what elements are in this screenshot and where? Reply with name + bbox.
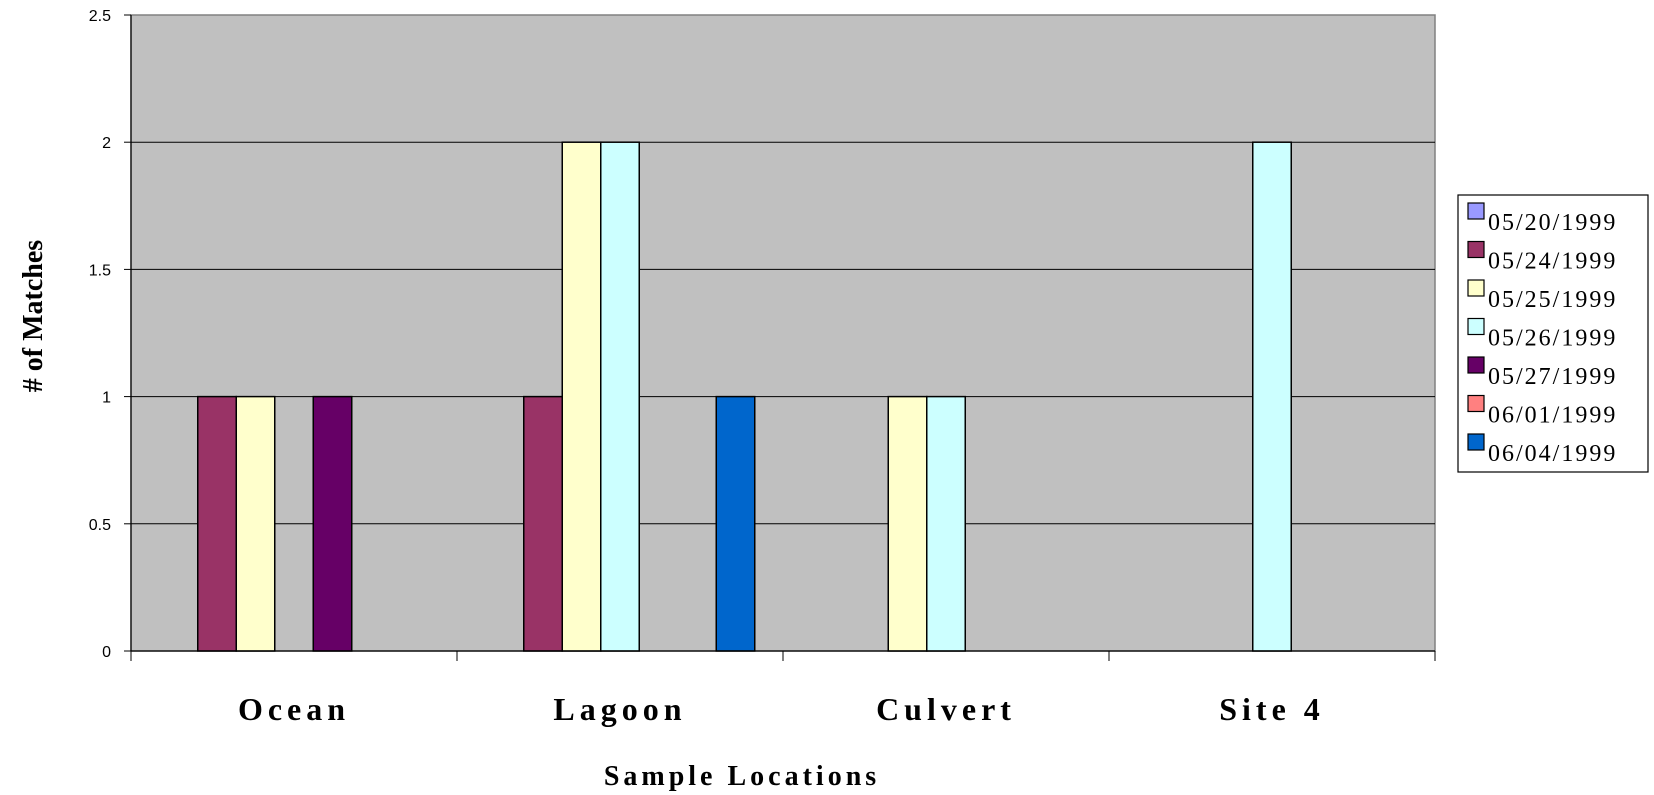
y-tick-label: 1.5 xyxy=(89,262,111,279)
bar xyxy=(561,141,602,652)
bar xyxy=(312,395,353,652)
legend-swatch xyxy=(1467,240,1485,259)
x-tick-label: Culvert xyxy=(876,691,1016,727)
y-tick-label: 0.5 xyxy=(89,517,111,534)
legend-label: 06/04/1999 xyxy=(1488,441,1617,467)
y-axis-title: # of Matches xyxy=(18,240,49,393)
bar xyxy=(1252,141,1292,652)
legend-swatch xyxy=(1467,433,1485,451)
legend-label: 05/26/1999 xyxy=(1488,326,1617,352)
legend-label: 05/20/1999 xyxy=(1488,210,1617,236)
bar xyxy=(235,395,276,652)
bars xyxy=(197,141,1292,652)
y-tick-label: 1 xyxy=(102,390,111,407)
legend-label: 05/24/1999 xyxy=(1488,249,1617,275)
y-tick-label: 2.5 xyxy=(89,8,111,25)
legend-label: 05/25/1999 xyxy=(1488,287,1617,313)
bar xyxy=(197,395,237,652)
legend-swatch xyxy=(1467,279,1485,297)
bar xyxy=(523,395,563,652)
bar xyxy=(887,395,928,652)
legend-swatch xyxy=(1467,317,1485,336)
bar xyxy=(926,395,966,652)
legend-swatch xyxy=(1467,394,1485,413)
legend-box xyxy=(1457,194,1649,473)
bar xyxy=(600,141,640,652)
x-tick-label: Ocean xyxy=(238,691,350,727)
bar xyxy=(715,395,756,652)
axes: 0 0.5 1 1.5 2 2.5 Ocean Lagoon Culvert Site 4 xyxy=(89,8,1436,727)
y-tick-label: 0 xyxy=(102,644,111,661)
x-axis-title: Sample Locations xyxy=(604,761,880,792)
y-tick-label: 2 xyxy=(102,135,111,152)
legend-label: 06/01/1999 xyxy=(1488,403,1617,429)
x-tick-label: Site 4 xyxy=(1219,691,1325,727)
legend-swatch xyxy=(1467,202,1485,220)
legend-label: 05/27/1999 xyxy=(1488,364,1617,390)
legend-swatch xyxy=(1467,356,1485,374)
legend: 05/20/1999 05/24/1999 05/25/1999 05/26/1999… xyxy=(1457,194,1649,473)
x-tick-label: Lagoon xyxy=(553,691,686,727)
